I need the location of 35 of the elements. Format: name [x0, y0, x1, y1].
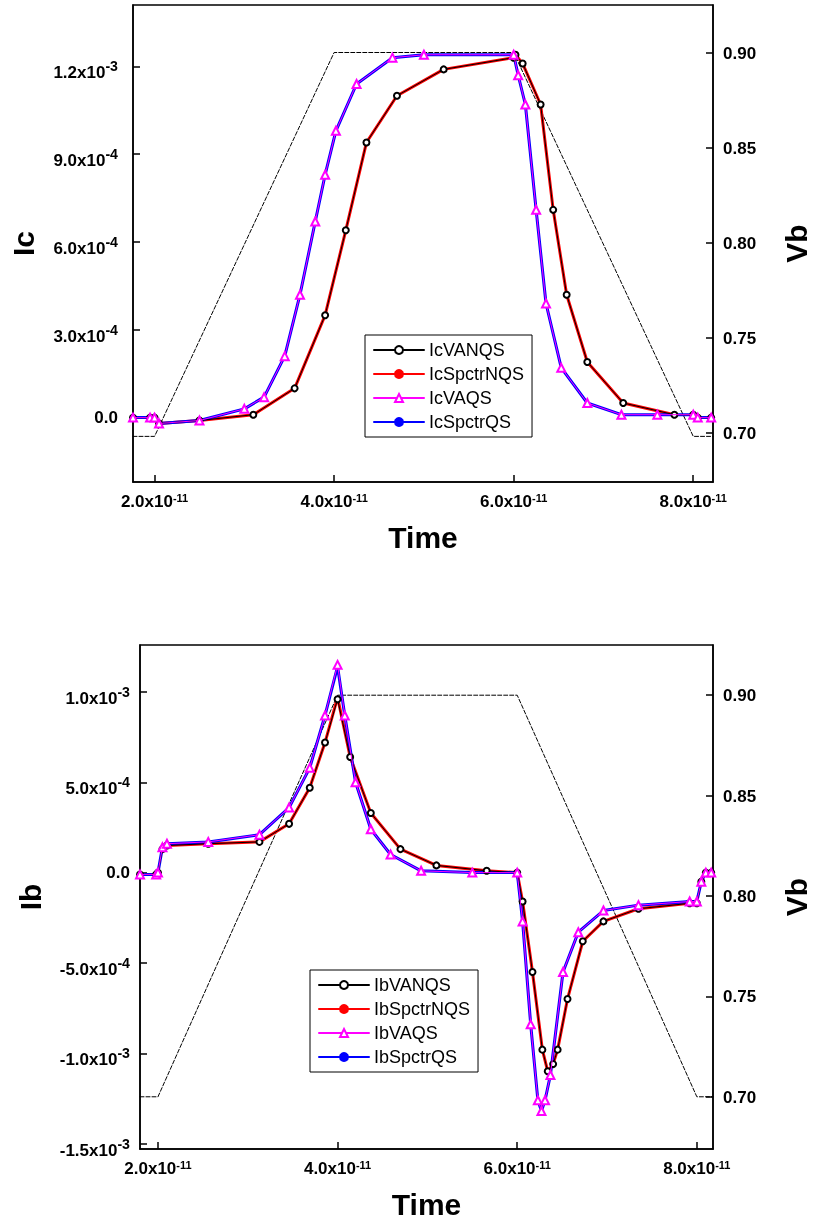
y2-tick-label: 0.70	[723, 1087, 757, 1107]
legend-label: IbVAQS	[374, 1023, 438, 1043]
y-tick-label: 0.0	[94, 406, 118, 429]
legend-label: IcVANQS	[429, 340, 505, 360]
legend-label: IcSpctrQS	[429, 412, 512, 432]
y-tick-label: 0.0	[106, 861, 130, 884]
y2-tick-label: 0.75	[723, 328, 757, 348]
y2-tick-label: 0.80	[723, 233, 757, 253]
legend-label: IbSpctrQS	[374, 1047, 458, 1067]
legend-label: IbSpctrNQS	[374, 999, 471, 1019]
y2-tick-label: 0.85	[723, 786, 757, 806]
y-tick-label: -5.0x10$^{-4}$	[59, 953, 130, 979]
y2-axis-title: Vb	[779, 224, 813, 263]
y-tick-label: 3.0x10$^{-4}$	[53, 320, 118, 346]
y2-tick-label: 0.90	[723, 43, 757, 63]
x-axis-title: Time	[388, 520, 458, 554]
y2-tick-label: 0.80	[723, 887, 757, 906]
y-tick-label: 5.0x10$^{-4}$	[65, 773, 130, 798]
y-axis-title: Ic	[6, 230, 40, 257]
y-tick-label: -1.5x10$^{-3}$	[59, 1134, 130, 1160]
legend-label: IcVAQS	[429, 388, 492, 408]
y-tick-label: 9.0x10$^{-4}$	[53, 145, 118, 170]
y-axis-title: Ib	[13, 883, 47, 911]
y-tick-label: 1.0x10$^{-3}$	[65, 682, 130, 708]
y2-tick-label: 0.90	[723, 686, 757, 706]
y-tick-label: 6.0x10$^{-4}$	[53, 233, 118, 258]
y-tick-label: 1.2x10$^{-3}$	[53, 57, 118, 83]
y2-tick-label: 0.75	[723, 987, 757, 1007]
x-axis-title: Time	[391, 1187, 462, 1221]
y-tick-label: -1.0x10$^{-3}$	[59, 1044, 130, 1069]
legend-label: IcSpctrNQS	[429, 364, 525, 384]
y2-tick-label: 0.70	[723, 423, 757, 443]
legend-label: IbVANQS	[374, 975, 451, 995]
y2-axis-title: Vb	[779, 877, 813, 917]
y2-tick-label: 0.85	[723, 138, 757, 158]
